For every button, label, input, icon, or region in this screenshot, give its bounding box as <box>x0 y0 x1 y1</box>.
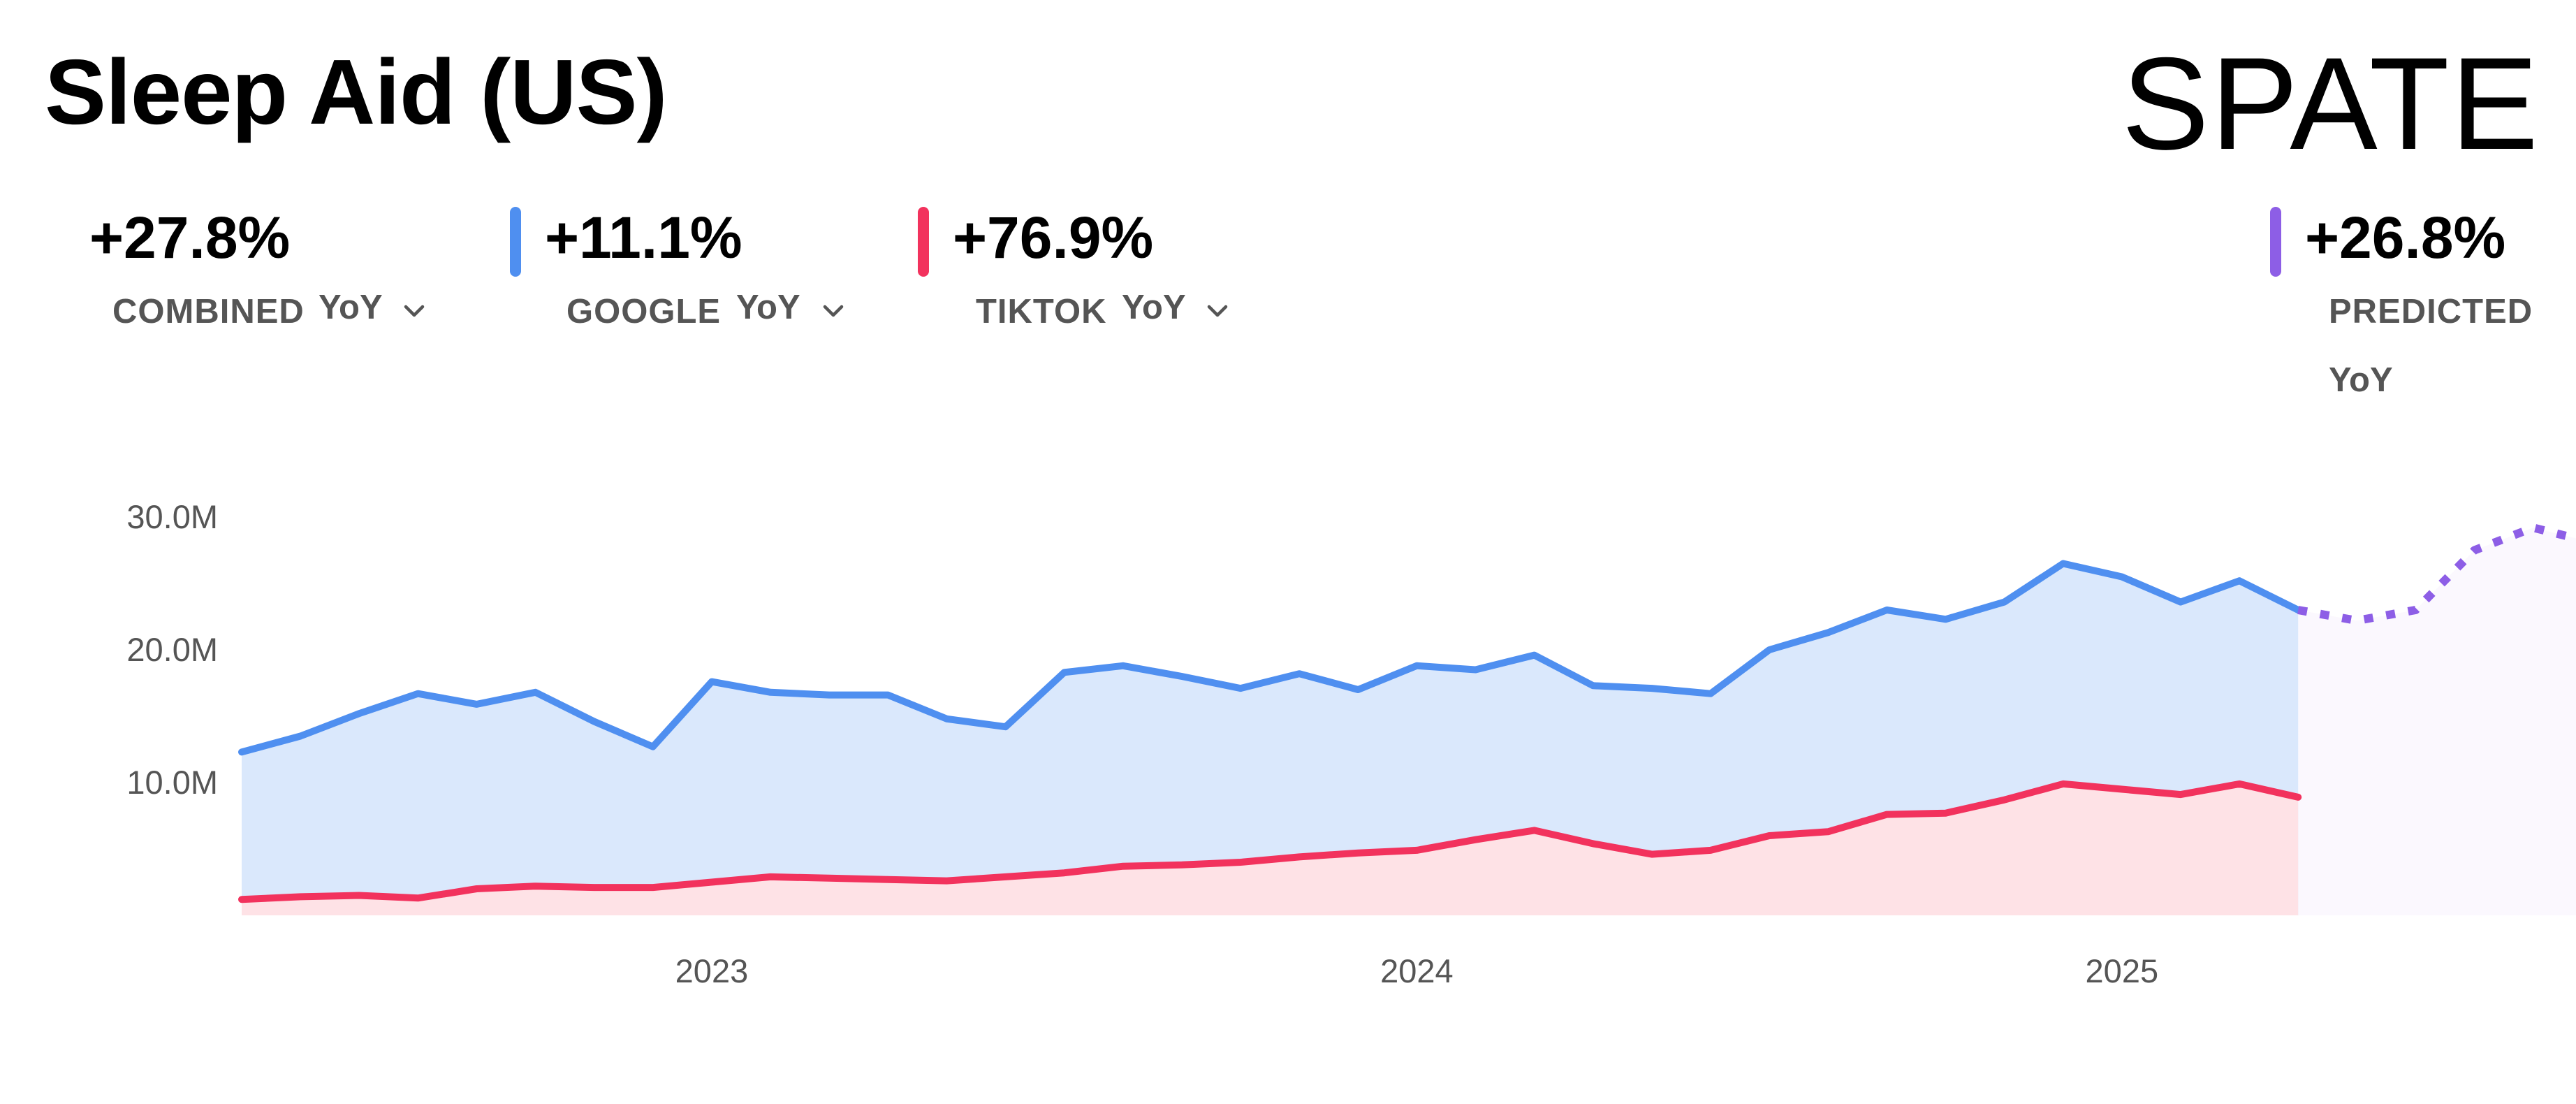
y-tick-label: 20.0M <box>126 631 218 668</box>
y-axis: 10.0M 20.0M 30.0M <box>126 498 218 801</box>
page-title: Sleep Aid (US) <box>45 41 668 143</box>
x-tick-label: 2024 <box>1380 952 1454 989</box>
predicted-color-bar <box>2270 207 2281 277</box>
metric-label: YoY <box>319 289 383 326</box>
stat-label: PREDICTED <box>2329 293 2533 331</box>
stat-value: +27.8% <box>89 205 291 270</box>
tiktok-line <box>238 780 2302 903</box>
metric-label: YoY <box>1122 289 1186 326</box>
predicted-area <box>2298 528 2576 915</box>
stat-label: TIKTOK <box>976 293 1107 331</box>
chevron-down-icon[interactable] <box>817 295 849 327</box>
brand-logo: SPATE <box>2121 30 2540 177</box>
stat-value: +76.9% <box>953 205 1154 270</box>
y-tick-label: 10.0M <box>126 764 218 801</box>
metric-label: YoY <box>736 289 800 326</box>
google-color-bar <box>510 207 521 277</box>
chevron-down-icon[interactable] <box>398 295 430 327</box>
combined-line <box>238 560 2302 756</box>
chart-areas <box>242 528 2576 915</box>
tiktok-color-bar <box>918 207 929 277</box>
x-tick-label: 2023 <box>675 952 749 989</box>
chevron-down-icon[interactable] <box>1201 295 1234 327</box>
combined-area <box>242 563 2299 915</box>
metric-label: YoY <box>2329 361 2393 399</box>
stat-label: GOOGLE <box>566 293 722 331</box>
stat-value: +26.8% <box>2305 205 2506 270</box>
predicted-line <box>2297 523 2576 625</box>
chart-lines <box>238 523 2576 903</box>
y-tick-label: 30.0M <box>126 498 218 535</box>
tiktok-area <box>242 783 2299 915</box>
x-tick-label: 2025 <box>2086 952 2159 989</box>
stat-label: COMBINED <box>112 293 305 331</box>
stat-value: +11.1% <box>545 205 742 270</box>
x-axis: 2023202420252026 <box>675 952 2159 989</box>
